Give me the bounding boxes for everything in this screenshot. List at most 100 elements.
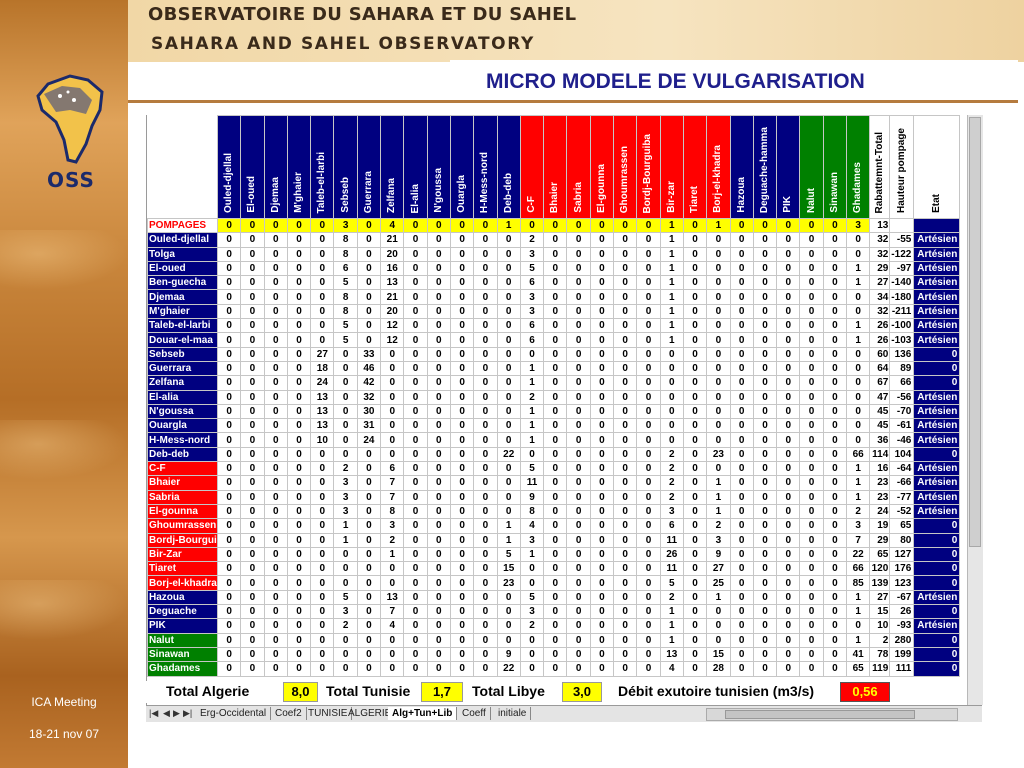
- table-cell[interactable]: 23: [706, 446, 731, 463]
- table-cell[interactable]: 0: [240, 446, 265, 463]
- table-cell[interactable]: 0: [380, 432, 405, 448]
- table-cell[interactable]: 0: [356, 646, 382, 663]
- first-sheet-button[interactable]: |◀: [149, 708, 159, 718]
- row-label[interactable]: Zelfana: [147, 375, 218, 391]
- pumping-height-cell[interactable]: -64: [889, 461, 915, 477]
- table-cell[interactable]: 0: [380, 375, 405, 391]
- table-cell[interactable]: 1: [380, 546, 405, 563]
- table-cell[interactable]: 0: [473, 303, 498, 320]
- table-cell[interactable]: 0: [776, 289, 801, 305]
- table-cell[interactable]: 0: [706, 632, 731, 648]
- table-cell[interactable]: 0: [613, 332, 638, 348]
- table-cell[interactable]: 0: [566, 604, 591, 620]
- table-cell[interactable]: 0: [286, 217, 312, 234]
- table-cell[interactable]: 0: [286, 275, 312, 291]
- pumping-height-cell[interactable]: -180: [889, 289, 915, 305]
- table-cell[interactable]: 0: [682, 303, 708, 320]
- table-cell[interactable]: 0: [752, 475, 778, 491]
- table-cell[interactable]: 0: [636, 289, 661, 305]
- table-cell[interactable]: 9: [496, 646, 521, 663]
- table-cell[interactable]: 0: [729, 432, 754, 448]
- table-cell[interactable]: 0: [799, 632, 824, 648]
- table-cell[interactable]: 0: [822, 503, 848, 520]
- table-cell[interactable]: 0: [776, 246, 801, 262]
- table-cell[interactable]: 0: [403, 275, 428, 291]
- row-label[interactable]: H-Mess-nord: [147, 432, 218, 448]
- state-cell[interactable]: Artésien: [913, 503, 961, 520]
- table-cell[interactable]: 0: [566, 332, 591, 348]
- table-cell[interactable]: 0: [310, 289, 335, 305]
- table-cell[interactable]: 0: [682, 360, 708, 377]
- table-cell[interactable]: 0: [822, 275, 848, 291]
- table-cell[interactable]: 0: [356, 575, 382, 591]
- table-cell[interactable]: 24: [310, 375, 335, 391]
- table-cell[interactable]: 0: [566, 375, 591, 391]
- table-cell[interactable]: 0: [403, 389, 428, 405]
- column-header[interactable]: El-alia: [403, 115, 428, 219]
- table-cell[interactable]: 0: [426, 260, 451, 277]
- column-header[interactable]: Ghadames: [846, 115, 871, 219]
- total-drawdown-cell[interactable]: 16: [869, 461, 891, 477]
- table-cell[interactable]: 0: [589, 604, 615, 620]
- table-cell[interactable]: 28: [706, 661, 731, 677]
- table-cell[interactable]: 0: [263, 318, 288, 334]
- table-cell[interactable]: 0: [589, 561, 615, 577]
- table-cell[interactable]: 0: [356, 518, 382, 534]
- table-cell[interactable]: 0: [240, 503, 265, 520]
- table-cell[interactable]: 0: [286, 561, 312, 577]
- table-cell[interactable]: 0: [613, 532, 638, 548]
- table-cell[interactable]: 11: [659, 532, 684, 548]
- vertical-scrollbar[interactable]: [967, 115, 983, 705]
- table-cell[interactable]: 0: [636, 260, 661, 277]
- total-drawdown-cell[interactable]: 36: [869, 432, 891, 448]
- table-cell[interactable]: 0: [822, 646, 848, 663]
- table-cell[interactable]: 0: [636, 246, 661, 262]
- column-header[interactable]: Guerrara: [356, 115, 382, 219]
- table-cell[interactable]: 0: [752, 646, 778, 663]
- table-cell[interactable]: 0: [356, 632, 382, 648]
- table-cell[interactable]: 0: [776, 604, 801, 620]
- table-cell[interactable]: 1: [659, 604, 684, 620]
- table-cell[interactable]: 0: [449, 389, 475, 405]
- table-cell[interactable]: 0: [776, 661, 801, 677]
- table-cell[interactable]: 0: [589, 546, 615, 563]
- total-drawdown-cell[interactable]: 24: [869, 503, 891, 520]
- table-cell[interactable]: 0: [240, 489, 265, 505]
- table-cell[interactable]: 0: [589, 360, 615, 377]
- table-cell[interactable]: 0: [776, 232, 801, 248]
- table-cell[interactable]: 0: [263, 375, 288, 391]
- table-cell[interactable]: 0: [310, 661, 335, 677]
- table-cell[interactable]: 0: [519, 646, 545, 663]
- table-cell[interactable]: 1: [659, 618, 684, 634]
- tab-coeff[interactable]: Coeff: [458, 707, 491, 720]
- table-cell[interactable]: 15: [706, 646, 731, 663]
- state-cell[interactable]: 0: [913, 532, 961, 548]
- table-cell[interactable]: 0: [473, 618, 498, 634]
- table-cell[interactable]: 0: [473, 360, 498, 377]
- total-drawdown-cell[interactable]: 10: [869, 618, 891, 634]
- table-cell[interactable]: 0: [682, 246, 708, 262]
- table-cell[interactable]: 31: [356, 418, 382, 434]
- table-cell[interactable]: 0: [403, 589, 428, 606]
- table-cell[interactable]: 0: [682, 646, 708, 663]
- table-cell[interactable]: 0: [659, 389, 684, 405]
- table-cell[interactable]: 0: [426, 389, 451, 405]
- table-cell[interactable]: 0: [426, 632, 451, 648]
- table-cell[interactable]: 0: [822, 532, 848, 548]
- table-cell[interactable]: 0: [566, 532, 591, 548]
- table-cell[interactable]: 0: [286, 389, 312, 405]
- table-cell[interactable]: 0: [426, 546, 451, 563]
- table-cell[interactable]: 0: [543, 246, 568, 262]
- table-cell[interactable]: 0: [729, 217, 754, 234]
- table-cell[interactable]: 0: [799, 575, 824, 591]
- table-cell[interactable]: 0: [682, 232, 708, 248]
- table-cell[interactable]: 0: [543, 232, 568, 248]
- table-cell[interactable]: 0: [310, 318, 335, 334]
- table-cell[interactable]: 0: [752, 232, 778, 248]
- table-cell[interactable]: 0: [263, 503, 288, 520]
- table-cell[interactable]: 0: [543, 461, 568, 477]
- state-cell[interactable]: 0: [913, 575, 961, 591]
- table-cell[interactable]: 1: [846, 489, 871, 505]
- table-cell[interactable]: 0: [752, 303, 778, 320]
- table-cell[interactable]: 0: [846, 375, 871, 391]
